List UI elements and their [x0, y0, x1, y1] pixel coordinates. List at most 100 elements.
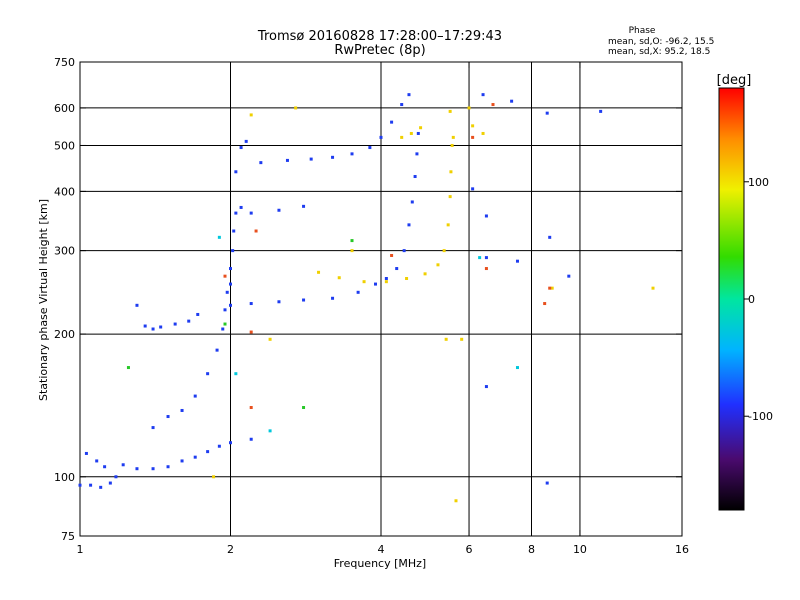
- data-point: [223, 322, 227, 326]
- data-point: [410, 200, 414, 204]
- data-point: [484, 214, 488, 218]
- data-point: [444, 337, 448, 341]
- x-tick-label: 4: [378, 543, 385, 556]
- colorbar-tick-label: 100: [748, 176, 769, 189]
- data-point: [384, 280, 388, 284]
- phase-stats-o: mean, sd,O: -96.2, 15.5: [608, 37, 714, 47]
- data-point: [254, 229, 258, 233]
- data-point: [448, 109, 452, 113]
- data-point: [249, 211, 253, 215]
- data-point: [234, 372, 238, 376]
- data-point: [484, 267, 488, 271]
- data-point: [249, 302, 253, 306]
- data-point: [484, 385, 488, 389]
- y-tick-label: 100: [54, 471, 75, 484]
- data-point: [471, 187, 475, 191]
- data-point: [166, 465, 170, 469]
- data-point: [550, 286, 554, 290]
- data-point: [481, 93, 485, 97]
- data-point: [423, 272, 427, 276]
- data-point: [277, 300, 281, 304]
- data-point: [249, 113, 253, 117]
- data-point: [126, 366, 130, 370]
- data-point: [95, 459, 99, 463]
- data-point: [234, 211, 238, 215]
- data-point: [436, 263, 440, 267]
- data-point: [515, 366, 519, 370]
- data-point: [460, 337, 464, 341]
- data-point: [548, 286, 552, 290]
- data-point: [215, 348, 219, 352]
- y-tick-label: 500: [54, 139, 75, 152]
- data-point: [651, 286, 655, 290]
- data-point: [244, 139, 248, 143]
- colorbar-tick-label: 0: [748, 293, 755, 306]
- data-point: [114, 475, 118, 479]
- data-point: [180, 408, 184, 412]
- data-point: [285, 158, 289, 162]
- data-point: [356, 290, 360, 294]
- data-point: [108, 481, 112, 485]
- y-tick-labels: 75 100 200 300 400 500 600 750: [54, 56, 75, 543]
- data-point: [302, 204, 306, 208]
- data-point: [374, 282, 378, 286]
- y-tick-label: 400: [54, 185, 75, 198]
- data-point: [166, 415, 170, 419]
- data-point: [478, 256, 482, 260]
- data-point: [471, 135, 475, 139]
- data-point: [249, 330, 253, 334]
- data-point: [103, 465, 107, 469]
- data-point: [515, 259, 519, 263]
- data-point: [221, 327, 225, 331]
- data-point: [121, 463, 125, 467]
- data-point: [567, 274, 571, 278]
- data-point: [368, 146, 372, 150]
- data-point: [331, 155, 335, 159]
- data-point: [135, 467, 139, 471]
- data-point: [390, 120, 394, 124]
- data-point: [239, 146, 243, 150]
- data-point: [481, 131, 485, 135]
- data-point: [232, 229, 236, 233]
- data-point: [173, 322, 177, 326]
- x-tick-label: 1: [77, 543, 84, 556]
- data-point: [151, 327, 155, 331]
- data-point: [180, 459, 184, 463]
- data-point: [99, 485, 103, 489]
- data-point: [317, 270, 321, 274]
- x-tick-label: 16: [675, 543, 689, 556]
- data-point: [212, 475, 216, 479]
- data-point: [277, 208, 281, 212]
- data-point: [193, 455, 197, 459]
- data-point: [229, 441, 232, 445]
- data-point: [259, 161, 263, 165]
- colorbar-unit: [deg]: [717, 73, 752, 88]
- data-point: [331, 296, 335, 300]
- data-point: [448, 195, 452, 199]
- data-point: [484, 256, 488, 260]
- data-point: [548, 235, 552, 239]
- data-point: [390, 253, 394, 257]
- data-point: [416, 131, 420, 135]
- data-point: [89, 483, 93, 487]
- data-point: [379, 135, 383, 139]
- y-axis-label: Stationary phase Virtual Height [km]: [37, 199, 50, 401]
- data-point: [407, 93, 411, 97]
- data-point: [350, 152, 354, 156]
- data-point: [350, 239, 354, 243]
- data-point: [268, 429, 272, 433]
- data-point: [402, 249, 406, 253]
- data-point: [395, 267, 399, 271]
- x-axis-label: Frequency [MHz]: [334, 557, 426, 570]
- y-tick-label: 75: [61, 530, 75, 543]
- data-point: [294, 106, 298, 110]
- data-point: [350, 249, 354, 253]
- data-point: [407, 223, 411, 227]
- data-point: [239, 205, 243, 209]
- chart-title: Tromsø 20160828 17:28:00–17:29:43: [257, 29, 502, 44]
- y-tick-label: 300: [54, 245, 75, 258]
- chart-subtitle: RwPretec (8p): [334, 43, 425, 58]
- data-point: [545, 111, 549, 115]
- data-point: [467, 106, 471, 110]
- data-point: [384, 277, 388, 281]
